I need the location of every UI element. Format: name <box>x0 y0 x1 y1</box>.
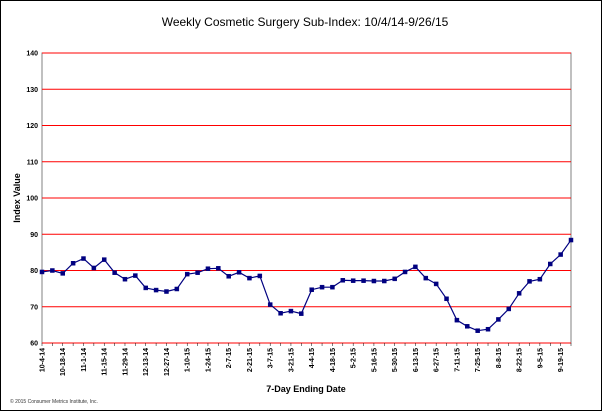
y-tick-label-120: 120 <box>26 123 38 130</box>
x-tick-label-8-22-15: 8-22-15 <box>517 348 524 372</box>
data-point-1-17-15 <box>195 270 200 275</box>
data-point-3-7-15 <box>267 302 273 307</box>
x-tick-label-10-18-14: 10-18-14 <box>60 348 67 376</box>
x-tick-label-2-21-15: 2-21-15 <box>247 348 254 372</box>
x-tick-label-5-2-15: 5-2-15 <box>351 348 358 368</box>
data-point-7-4-15 <box>444 296 449 302</box>
x-tick-label-11-29-14: 11-29-14 <box>122 348 129 376</box>
chart-title: Weekly Cosmetic Surgery Sub-Index: 10/4/… <box>162 15 449 29</box>
data-point-2-21-15 <box>247 275 252 281</box>
data-point-10-18-14 <box>60 271 65 276</box>
data-point-8-22-15 <box>516 291 522 296</box>
x-tick-label-12-13-14: 12-13-14 <box>143 348 150 376</box>
data-point-9-12-15 <box>548 261 553 267</box>
data-point-4-25-15 <box>340 278 346 283</box>
data-point-9-5-15 <box>537 276 543 282</box>
data-point-8-1-15 <box>485 326 491 332</box>
x-tick-label-1-24-15: 1-24-15 <box>205 348 212 372</box>
x-tick-label-6-13-15: 6-13-15 <box>413 348 420 372</box>
data-point-9-26-15 <box>568 237 574 243</box>
data-point-2-14-15 <box>236 270 242 275</box>
data-point-6-6-15 <box>402 269 408 275</box>
x-tick-label-4-4-15: 4-4-15 <box>309 348 316 368</box>
data-point-12-6-14 <box>133 273 138 278</box>
data-point-8-29-15 <box>527 279 532 284</box>
x-tick-label-4-18-15: 4-18-15 <box>330 348 337 372</box>
series <box>39 237 574 333</box>
x-tick-label-12-27-14: 12-27-14 <box>164 348 171 376</box>
y-tick-label-80: 80 <box>30 268 38 275</box>
data-point-1-10-15 <box>184 271 190 277</box>
y-ticks: 60 70 80 90 100 110 120 130 140 <box>26 51 38 348</box>
data-point-6-13-15 <box>413 264 418 270</box>
x-tick-label-7-11-15: 7-11-15 <box>454 348 461 372</box>
data-point-5-16-15 <box>371 278 377 284</box>
x-tick-label-10-4-14: 10-4-14 <box>40 348 47 372</box>
series-line <box>41 239 572 332</box>
data-point-7-11-15 <box>454 317 460 323</box>
data-point-11-22-14 <box>112 270 117 275</box>
x-tick-label-9-19-15: 9-19-15 <box>558 348 565 372</box>
x-tick-label-3-7-15: 3-7-15 <box>268 348 275 368</box>
x-tick-label-9-5-15: 9-5-15 <box>537 348 544 368</box>
data-point-6-27-15 <box>433 281 439 287</box>
data-point-7-25-15 <box>475 328 480 333</box>
data-point-12-27-14 <box>164 289 169 294</box>
x-tick-label-8-8-15: 8-8-15 <box>496 348 503 368</box>
y-tick-label-110: 110 <box>27 159 38 166</box>
data-point-5-23-15 <box>382 278 387 284</box>
x-ticks: 10-4-14 10-18-14 11-1-14 11-15-14 11-29-14 12… <box>40 343 572 376</box>
data-point-3-14-15 <box>278 311 283 316</box>
data-point-5-30-15 <box>392 276 397 282</box>
data-point-11-15-14 <box>101 257 107 262</box>
x-tick-label-7-25-15: 7-25-15 <box>475 348 482 372</box>
data-point-1-24-15 <box>205 266 211 271</box>
y-tick-label-140: 140 <box>26 51 38 58</box>
x-tick-label-2-7-15: 2-7-15 <box>226 348 233 368</box>
data-point-10-25-14 <box>70 261 76 266</box>
data-point-4-4-15 <box>309 287 314 292</box>
data-point-3-21-15 <box>288 308 294 314</box>
data-point-4-11-15 <box>319 284 325 290</box>
data-point-11-29-14 <box>122 276 128 282</box>
data-point-10-11-14 <box>50 268 55 273</box>
data-point-7-18-15 <box>465 324 470 329</box>
y-tick-label-70: 70 <box>30 304 38 311</box>
y-tick-label-60: 60 <box>30 341 38 348</box>
data-point-4-18-15 <box>330 284 335 290</box>
y-tick-label-90: 90 <box>30 232 38 239</box>
data-point-1-3-15 <box>174 286 180 292</box>
x-tick-label-3-21-15: 3-21-15 <box>288 348 295 372</box>
y-axis-label: Index Value <box>12 173 22 223</box>
copyright-text: © 2015 Consumer Metrics Institute, Inc. <box>10 398 98 405</box>
data-point-10-4-14 <box>39 269 45 275</box>
data-point-5-9-15 <box>361 278 366 283</box>
x-axis-label: 7-Day Ending Date <box>266 384 346 394</box>
data-point-3-28-15 <box>299 311 304 316</box>
data-point-6-20-15 <box>423 275 429 281</box>
data-point-12-20-14 <box>153 287 159 293</box>
y-tick-label-130: 130 <box>26 87 38 94</box>
x-tick-label-11-15-14: 11-15-14 <box>102 348 109 376</box>
gridlines <box>42 52 571 344</box>
x-tick-label-6-27-15: 6-27-15 <box>434 348 441 372</box>
data-point-2-28-15 <box>257 273 263 279</box>
data-point-11-1-14 <box>81 256 86 261</box>
data-point-11-8-14 <box>91 265 97 271</box>
x-tick-label-5-16-15: 5-16-15 <box>371 348 378 372</box>
x-tick-label-11-1-14: 11-1-14 <box>81 348 88 372</box>
x-tick-label-1-10-15: 1-10-15 <box>185 348 192 372</box>
x-tick-label-5-30-15: 5-30-15 <box>392 348 399 372</box>
data-point-9-19-15 <box>558 252 563 257</box>
data-point-12-13-14 <box>143 285 148 291</box>
data-point-5-2-15 <box>350 278 356 283</box>
data-point-8-8-15 <box>496 317 501 322</box>
data-point-1-31-15 <box>216 266 221 271</box>
data-point-8-15-15 <box>506 306 512 312</box>
data-point-2-7-15 <box>226 274 231 279</box>
y-tick-label-100: 100 <box>26 196 38 203</box>
